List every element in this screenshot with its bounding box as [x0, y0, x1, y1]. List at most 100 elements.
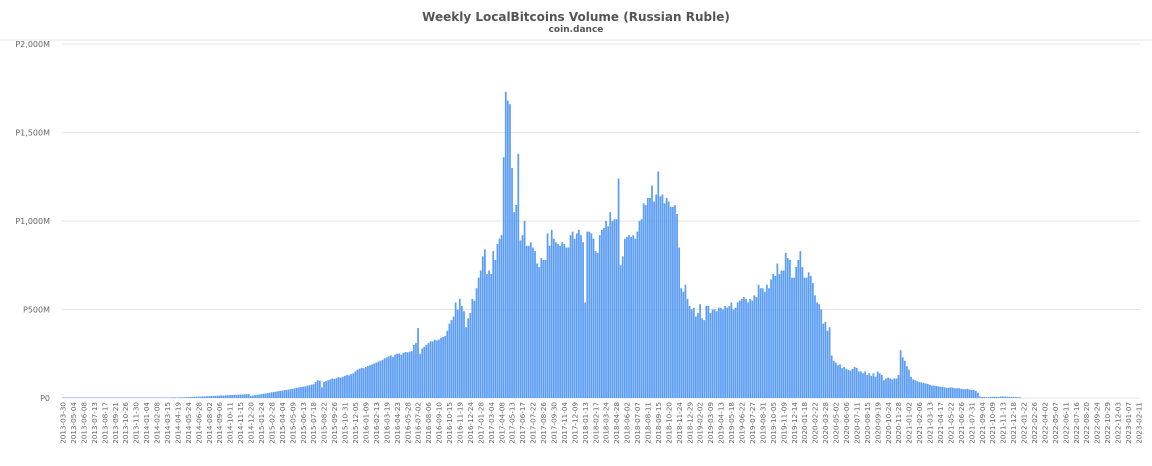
bar	[325, 381, 327, 399]
bar	[76, 397, 79, 398]
x-tick-label: 2021-12-18	[1009, 402, 1018, 444]
bar	[933, 385, 935, 398]
bar	[128, 397, 131, 398]
bar	[837, 365, 839, 398]
bar	[1012, 396, 1015, 398]
bar	[594, 251, 597, 398]
bar	[789, 259, 791, 398]
bar	[659, 196, 662, 398]
bar	[118, 397, 121, 398]
x-tick-label: 2015-12-05	[351, 402, 360, 444]
x-tick-label: 2020-03-28	[821, 402, 830, 444]
bar	[766, 284, 768, 398]
bar	[425, 344, 428, 398]
x-tick-label: 2017-12-09	[570, 402, 579, 444]
bar	[404, 351, 407, 398]
bar	[475, 288, 478, 398]
bar	[1000, 396, 1002, 398]
x-tick-label: 2019-10-05	[769, 402, 778, 444]
bar	[204, 396, 206, 398]
x-tick-label: 2016-05-28	[403, 402, 412, 444]
bar	[590, 233, 593, 398]
x-tick-label: 2019-07-27	[748, 402, 757, 444]
bar	[872, 373, 875, 398]
bar	[151, 397, 154, 398]
bar	[596, 252, 599, 398]
bar	[239, 394, 242, 398]
bar	[525, 245, 528, 398]
bar	[920, 382, 923, 398]
bar	[941, 387, 944, 398]
bar	[546, 233, 549, 398]
bar	[736, 302, 739, 398]
bar	[778, 274, 781, 398]
x-axis-labels: 2013-03-30 2013-05-04 2013-06-08 2013-07-13…	[59, 402, 1144, 444]
bar	[853, 367, 856, 398]
bar	[116, 397, 119, 398]
bar	[346, 374, 348, 398]
bar	[772, 274, 775, 398]
bar	[415, 343, 417, 398]
bar	[628, 235, 630, 398]
x-tick-label: 2017-01-28	[476, 402, 485, 444]
bar	[951, 387, 954, 398]
bar	[331, 378, 334, 398]
bar	[820, 309, 823, 398]
bar	[860, 371, 862, 398]
bar	[695, 316, 697, 398]
bar	[438, 339, 440, 398]
bar	[843, 367, 846, 398]
bar	[356, 369, 359, 398]
bar	[632, 235, 635, 398]
bar	[62, 397, 64, 398]
bar	[534, 251, 536, 398]
bar	[97, 397, 100, 398]
bar	[548, 245, 551, 398]
bar	[421, 348, 424, 398]
bar	[99, 397, 102, 398]
x-tick-label: 2019-02-02	[696, 402, 705, 444]
bar	[826, 330, 829, 398]
bar	[626, 236, 628, 398]
bar	[939, 386, 942, 398]
bar	[751, 300, 754, 398]
bar	[887, 377, 889, 398]
bar	[74, 397, 77, 398]
bar	[423, 346, 426, 398]
x-tick-label: 2018-10-20	[664, 402, 673, 444]
bar	[878, 373, 881, 398]
bar	[191, 396, 194, 398]
bar	[461, 305, 463, 398]
bar	[646, 197, 649, 398]
bar	[584, 302, 587, 398]
x-tick-label: 2021-09-04	[978, 402, 987, 444]
bar	[797, 259, 800, 398]
bar	[755, 297, 758, 398]
x-tick-label: 2020-05-02	[832, 402, 841, 444]
x-tick-label: 2019-05-18	[727, 402, 736, 444]
bar	[247, 394, 250, 398]
y-tick-label: P500M	[23, 306, 50, 315]
bar	[504, 91, 507, 398]
x-tick-label: 2022-05-07	[1051, 402, 1060, 444]
bar	[187, 397, 190, 399]
x-tick-label: 2021-11-13	[999, 402, 1008, 444]
bar	[477, 277, 480, 398]
bar	[588, 231, 591, 398]
x-tick-label: 2022-10-29	[1103, 402, 1112, 444]
bar	[993, 396, 996, 398]
x-tick-label: 2016-03-19	[382, 402, 391, 444]
bar	[318, 380, 321, 398]
bar	[972, 390, 975, 398]
bar	[511, 167, 513, 398]
bar	[657, 171, 660, 398]
bar	[335, 378, 338, 398]
bar	[130, 397, 133, 398]
bar	[486, 274, 488, 398]
bar	[665, 197, 668, 398]
bar	[977, 392, 979, 398]
bar	[143, 397, 146, 398]
bar	[283, 390, 286, 398]
bar	[91, 397, 93, 398]
